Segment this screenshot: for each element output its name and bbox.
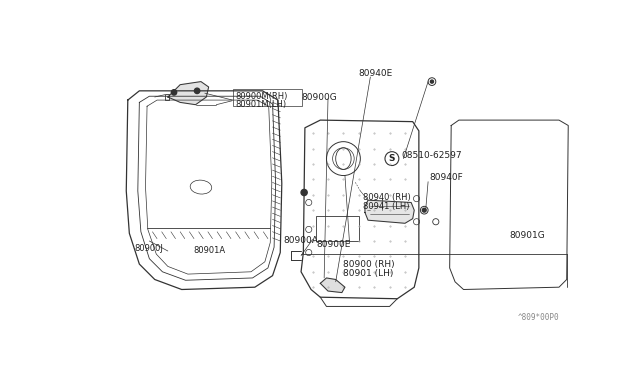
Text: 80901 (LH): 80901 (LH) — [344, 269, 394, 278]
Polygon shape — [365, 200, 414, 223]
Text: 80900M(RH): 80900M(RH) — [236, 92, 288, 101]
Text: 80900G: 80900G — [301, 93, 337, 102]
Text: S: S — [388, 154, 395, 163]
Circle shape — [172, 90, 177, 95]
Circle shape — [431, 80, 433, 83]
Circle shape — [301, 189, 307, 196]
Polygon shape — [320, 278, 345, 293]
Text: 08510-62597: 08510-62597 — [401, 151, 462, 160]
Bar — [316, 217, 359, 241]
Circle shape — [422, 208, 426, 212]
Text: 80940F: 80940F — [429, 173, 463, 182]
Text: 80900E: 80900E — [316, 240, 351, 249]
Text: 80900J: 80900J — [134, 244, 163, 253]
Text: 80900 (RH): 80900 (RH) — [344, 260, 395, 269]
Text: 80941 (LH): 80941 (LH) — [363, 202, 409, 211]
Circle shape — [195, 88, 200, 93]
Text: 80900A: 80900A — [284, 237, 318, 246]
Text: 80940E: 80940E — [359, 70, 393, 78]
Text: ^809*00P0: ^809*00P0 — [517, 313, 559, 322]
Bar — [164, 94, 170, 100]
Text: 80901G: 80901G — [509, 231, 545, 240]
Text: 80940 (RH): 80940 (RH) — [363, 193, 410, 202]
Bar — [232, 89, 302, 106]
Text: 80901A: 80901A — [193, 246, 225, 255]
Polygon shape — [168, 81, 209, 105]
Text: 80901M(LH): 80901M(LH) — [236, 100, 287, 109]
